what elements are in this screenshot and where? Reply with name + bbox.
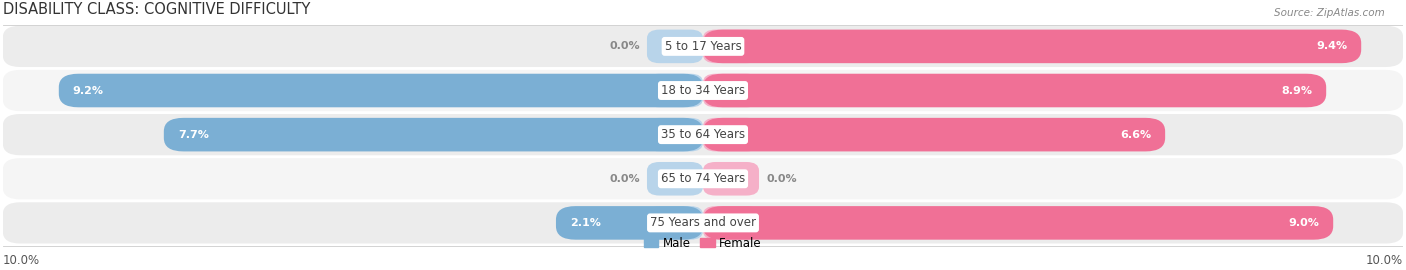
Text: 65 to 74 Years: 65 to 74 Years (661, 172, 745, 185)
FancyBboxPatch shape (3, 202, 1403, 244)
FancyBboxPatch shape (647, 162, 703, 195)
FancyBboxPatch shape (3, 70, 1403, 111)
Text: 7.7%: 7.7% (177, 130, 208, 140)
FancyBboxPatch shape (3, 114, 1403, 155)
Text: 9.0%: 9.0% (1288, 218, 1319, 228)
FancyBboxPatch shape (703, 74, 1326, 107)
Text: DISABILITY CLASS: COGNITIVE DIFFICULTY: DISABILITY CLASS: COGNITIVE DIFFICULTY (3, 2, 311, 17)
FancyBboxPatch shape (647, 30, 703, 63)
Text: 9.4%: 9.4% (1316, 41, 1347, 51)
FancyBboxPatch shape (703, 30, 1361, 63)
Legend: Male, Female: Male, Female (640, 232, 766, 254)
Text: 5 to 17 Years: 5 to 17 Years (665, 40, 741, 53)
FancyBboxPatch shape (647, 206, 703, 240)
Text: 0.0%: 0.0% (609, 174, 640, 184)
Text: Source: ZipAtlas.com: Source: ZipAtlas.com (1274, 8, 1385, 18)
Text: 10.0%: 10.0% (3, 254, 39, 267)
FancyBboxPatch shape (647, 118, 703, 151)
FancyBboxPatch shape (165, 118, 703, 151)
FancyBboxPatch shape (3, 26, 1403, 67)
Text: 8.9%: 8.9% (1281, 86, 1312, 96)
FancyBboxPatch shape (703, 162, 759, 195)
Text: 6.6%: 6.6% (1121, 130, 1152, 140)
FancyBboxPatch shape (703, 206, 1333, 240)
Text: 9.2%: 9.2% (73, 86, 104, 96)
Text: 75 Years and over: 75 Years and over (650, 216, 756, 230)
Text: 0.0%: 0.0% (766, 174, 797, 184)
Text: 0.0%: 0.0% (609, 41, 640, 51)
FancyBboxPatch shape (703, 118, 1166, 151)
Text: 2.1%: 2.1% (569, 218, 600, 228)
Text: 35 to 64 Years: 35 to 64 Years (661, 128, 745, 141)
Text: 10.0%: 10.0% (1367, 254, 1403, 267)
FancyBboxPatch shape (703, 30, 759, 63)
FancyBboxPatch shape (647, 74, 703, 107)
Text: 18 to 34 Years: 18 to 34 Years (661, 84, 745, 97)
FancyBboxPatch shape (703, 118, 759, 151)
FancyBboxPatch shape (703, 74, 759, 107)
FancyBboxPatch shape (59, 74, 703, 107)
FancyBboxPatch shape (703, 206, 759, 240)
FancyBboxPatch shape (555, 206, 703, 240)
FancyBboxPatch shape (3, 158, 1403, 199)
